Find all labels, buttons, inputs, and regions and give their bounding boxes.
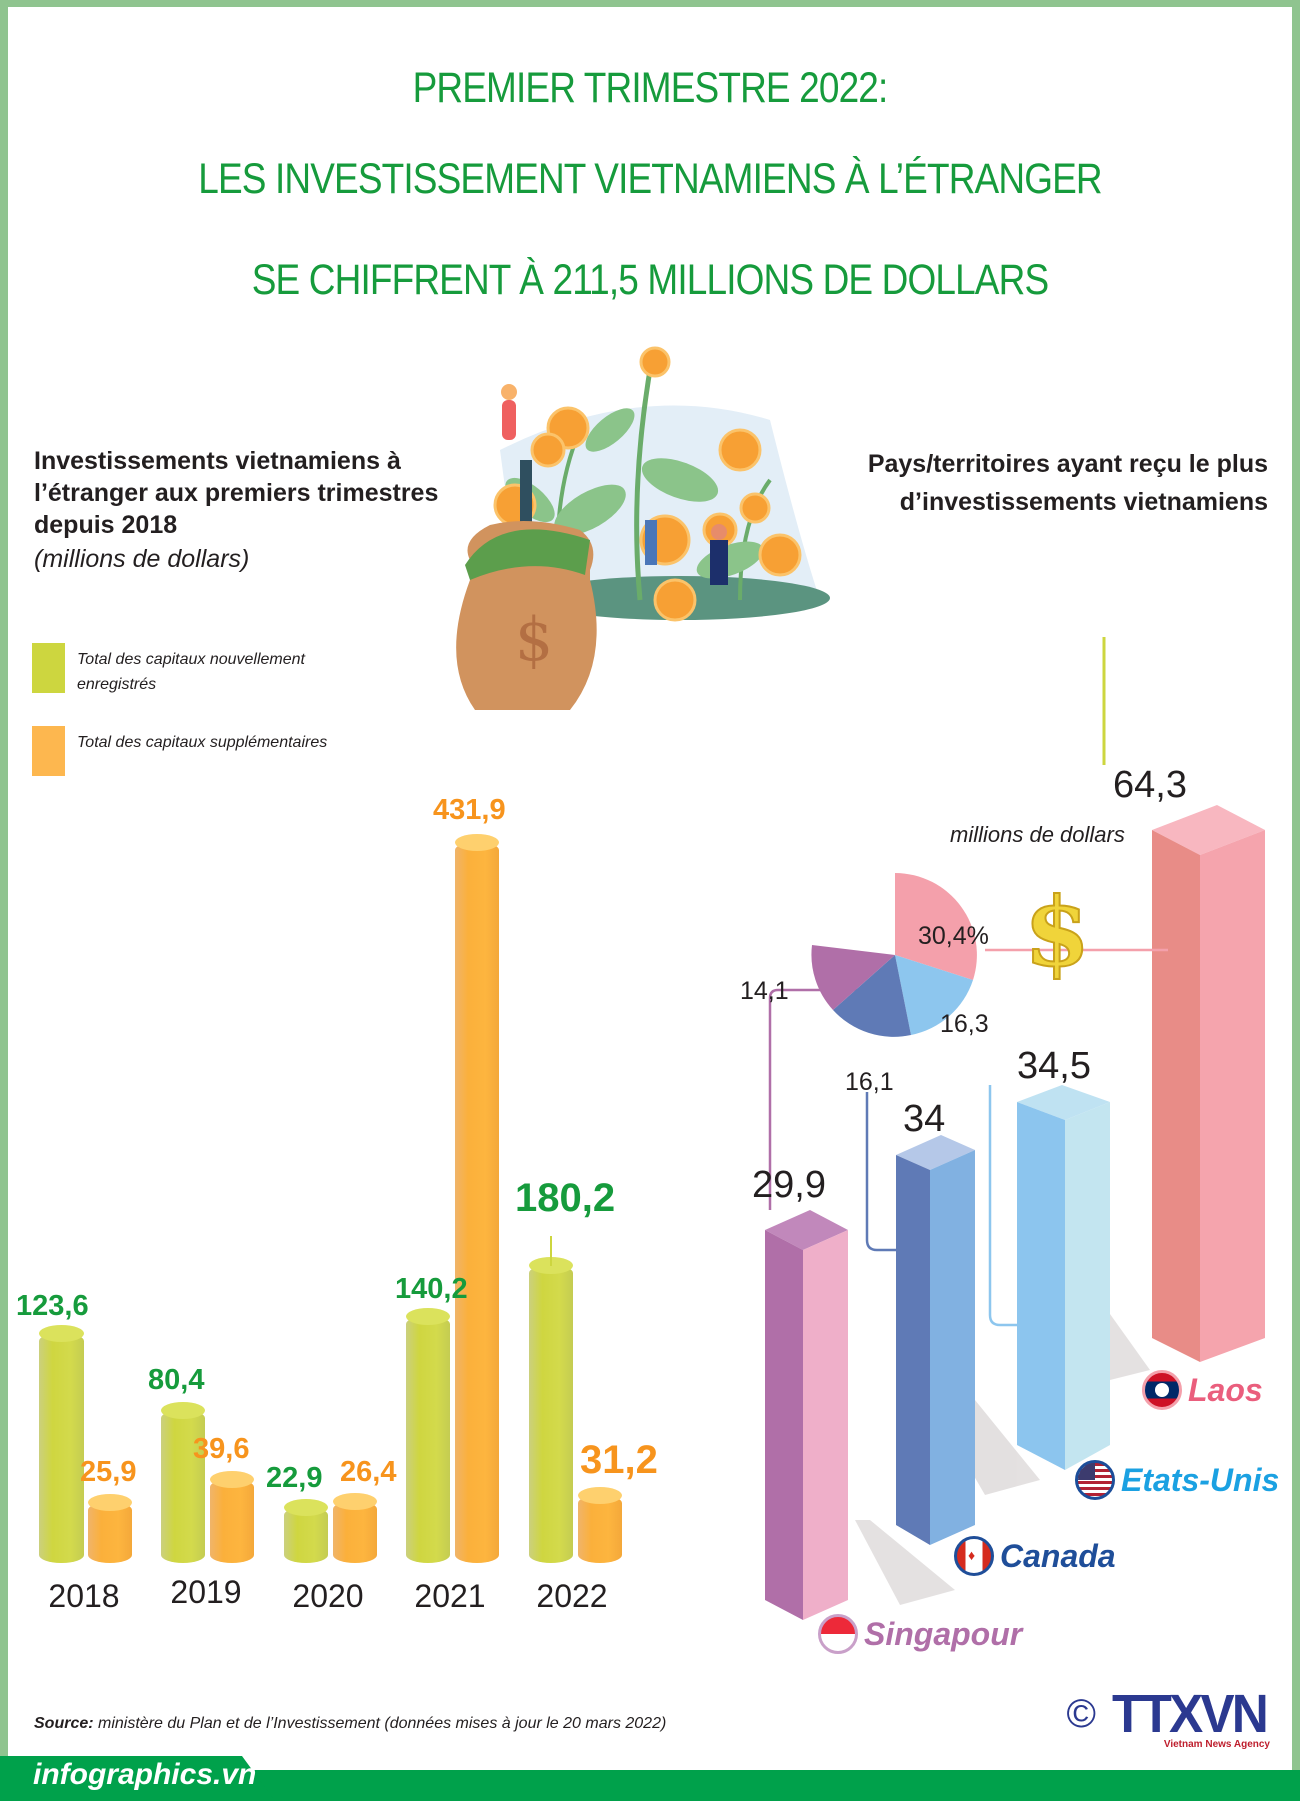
bar-2019-new (161, 1402, 205, 1563)
country-label-singapore: Singapour (818, 1614, 1022, 1654)
legend-label: Total des capitaux supplémentaires (77, 734, 328, 751)
title-line-2: LES INVESTISSEMENT VIETNAMIENS À L’ÉTRAN… (198, 155, 1102, 203)
canada-flag-icon: ♦ (954, 1536, 994, 1576)
logo-subtitle: Vietnam News Agency (1163, 1739, 1270, 1750)
source-note: Source: ministère du Plan et de l’Invest… (34, 1715, 666, 1733)
pie-label-us: 16,3 (940, 1010, 989, 1038)
bar-2020-new (284, 1499, 328, 1563)
ttxvn-logo: © TTXVN Vietnam News Agency (1066, 1684, 1271, 1750)
year-label-2021: 2021 (414, 1578, 486, 1614)
frame-border-top (0, 0, 1300, 7)
footer-site-link[interactable]: infographics.vn (33, 1758, 257, 1791)
footer-tab (0, 1756, 275, 1801)
value-2019-extra: 39,6 (193, 1433, 250, 1465)
money-tree-illustration: $ (456, 346, 830, 710)
value-2020-new: 22,9 (266, 1462, 323, 1494)
source-text: ministère du Plan et de l’Investissement… (93, 1715, 667, 1732)
copyright-symbol: © (1066, 1691, 1096, 1736)
country-label-canada: ♦ Canada (954, 1536, 1116, 1576)
value-2019-new: 80,4 (148, 1364, 205, 1396)
frame-border-left (0, 0, 8, 1770)
value-2021-extra: 431,9 (433, 794, 506, 826)
logo-text: TTXVN (1112, 1684, 1269, 1744)
value-laos: 64,3 (1113, 764, 1187, 806)
pie-label-laos: 30,4% (918, 922, 989, 950)
value-singapore: 29,9 (752, 1164, 826, 1206)
legend-item-new-capital: Total des capitaux nouvellement enregist… (32, 643, 377, 697)
country-name: Etats-Unis (1121, 1461, 1280, 1498)
country-name: Canada (1000, 1537, 1116, 1574)
title-line-3: SE CHIFFRENT À 211,5 MILLIONS DE DOLLARS (251, 256, 1049, 304)
year-label-2019: 2019 (170, 1574, 242, 1610)
bar-2021-extra (455, 834, 499, 1563)
right-chart-unit: millions de dollars (950, 822, 1125, 847)
title-line-1: PREMIER TRIMESTRE 2022: (412, 64, 889, 112)
country-name: Laos (1188, 1371, 1263, 1408)
bar-2022-new (529, 1257, 573, 1563)
value-canada: 34 (903, 1098, 946, 1140)
pie-label-singapore: 14,1 (740, 977, 789, 1005)
legend-swatch-green (32, 643, 65, 693)
value-leader-line (550, 1236, 552, 1266)
pie-label-canada: 16,1 (845, 1068, 894, 1096)
right-chart-heading: Pays/territoires ayant reçu le plus d’in… (867, 450, 1268, 516)
bar-2018-new (39, 1325, 84, 1563)
source-label: Source: (34, 1715, 94, 1732)
value-2018-extra: 25,9 (80, 1456, 137, 1488)
year-label-2020: 2020 (292, 1578, 364, 1614)
value-2018-new: 123,6 (16, 1290, 89, 1322)
value-2021-new: 140,2 (395, 1273, 468, 1305)
us-flag-icon (1075, 1460, 1115, 1500)
value-2022-new: 180,2 (515, 1176, 616, 1220)
laos-flag-icon (1142, 1370, 1182, 1410)
left-chart-heading: Investissements vietnamiens à l’étranger… (34, 447, 439, 539)
bar-2020-extra (333, 1493, 377, 1563)
bar-2021-new (406, 1308, 450, 1563)
singapore-flag-icon (818, 1614, 858, 1654)
year-label-2018: 2018 (48, 1578, 120, 1614)
bar-2018-extra (88, 1494, 132, 1563)
dollar-icon: $ (1024, 877, 1090, 988)
frame-border-right (1292, 0, 1300, 1770)
year-label-2022: 2022 (536, 1578, 608, 1614)
svg-text:$: $ (515, 605, 553, 675)
country-label-laos: Laos (1142, 1370, 1263, 1410)
value-2022-extra: 31,2 (580, 1438, 658, 1482)
bar-2022-extra (578, 1487, 622, 1563)
country-name: Singapour (864, 1615, 1023, 1652)
bar-2019-extra (210, 1471, 254, 1563)
legend-item-extra-capital: Total des capitaux supplémentaires (32, 726, 377, 776)
legend-label: Total des capitaux nouvellement enregist… (77, 651, 305, 693)
value-2020-extra: 26,4 (340, 1456, 397, 1488)
left-chart-unit: (millions de dollars) (34, 545, 250, 573)
value-us: 34,5 (1017, 1045, 1091, 1087)
legend-swatch-orange (32, 726, 65, 776)
country-label-us: Etats-Unis (1075, 1460, 1279, 1500)
